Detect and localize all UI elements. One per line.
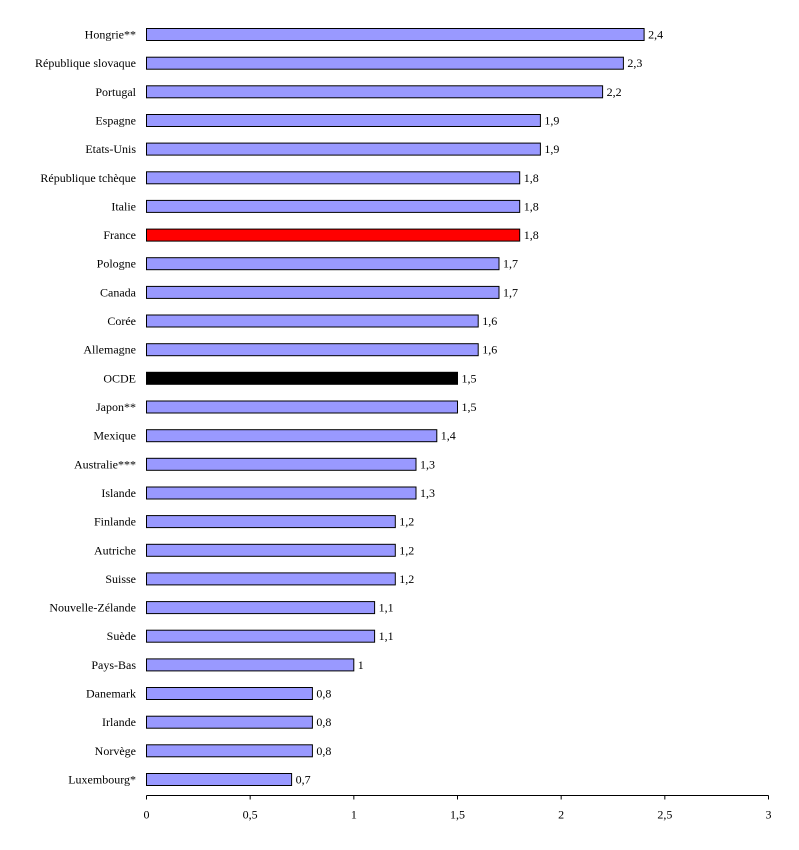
bar-6 (146, 171, 521, 185)
bar-9 (146, 257, 500, 271)
bar-1 (146, 28, 645, 41)
category-label: Finlande (94, 515, 136, 529)
bar-22 (146, 629, 376, 643)
x-tick-label: 1 (351, 808, 357, 822)
bar-14 (146, 400, 458, 414)
value-label: 1,9 (544, 142, 559, 156)
bar-20 (146, 572, 396, 586)
value-label: 0,8 (316, 687, 331, 701)
value-label: 1,2 (399, 515, 414, 529)
value-label: 1,8 (524, 171, 539, 185)
x-axis: 0 0,5 1 1,5 2 2,5 3 (144, 795, 772, 822)
value-label: 0,8 (316, 715, 331, 729)
category-label: Australie*** (74, 457, 136, 471)
bar-2 (146, 56, 624, 70)
value-label: 1,7 (503, 285, 518, 299)
bar-23 (146, 658, 355, 672)
value-label: 1,5 (462, 400, 477, 414)
category-label: France (103, 228, 136, 242)
bar-18 (146, 515, 396, 529)
x-tick-label: 0,5 (243, 808, 258, 822)
x-tick-label: 0 (144, 808, 150, 822)
category-label: Corée (107, 314, 136, 328)
category-label: Luxembourg* (68, 773, 136, 787)
bar-25 (146, 715, 313, 729)
value-label: 0,8 (316, 744, 331, 758)
value-label: 1 (358, 658, 364, 672)
category-label: Espagne (95, 114, 136, 128)
bar-10 (146, 285, 500, 299)
category-label: Irlande (102, 715, 136, 729)
category-label: Norvège (95, 744, 136, 758)
value-label: 1,3 (420, 457, 435, 471)
value-label: 1,6 (482, 343, 497, 357)
category-label: Danemark (86, 687, 136, 701)
category-label: République tchèque (40, 171, 136, 185)
category-label: Autriche (94, 543, 136, 557)
bar-3 (146, 85, 604, 99)
bar-27 (146, 773, 293, 786)
x-tick-label: 1,5 (450, 808, 465, 822)
category-label: Suède (107, 629, 136, 643)
value-label: 1,5 (462, 371, 477, 385)
value-label: 1,7 (503, 257, 518, 271)
category-label: Pays-Bas (91, 658, 136, 672)
bar-15 (146, 429, 438, 443)
bar-24 (146, 687, 313, 700)
category-label: Italie (111, 199, 136, 213)
category-label: Japon** (96, 400, 136, 414)
category-label: Etats-Unis (85, 142, 136, 156)
bar-16 (146, 457, 417, 471)
bar-11 (146, 314, 479, 328)
category-label: Mexique (93, 429, 136, 443)
category-label: Pologne (97, 257, 136, 271)
value-label: 1,6 (482, 314, 497, 328)
category-label: Canada (100, 285, 137, 299)
bar-12 (146, 343, 479, 357)
bar-8 (146, 228, 521, 242)
category-label: Islande (101, 486, 136, 500)
value-label: 2,2 (607, 85, 622, 99)
value-label: 1,1 (379, 601, 394, 615)
x-tick-label: 3 (766, 808, 772, 822)
value-label: 0,7 (296, 773, 311, 787)
x-tick-label: 2,5 (657, 808, 672, 822)
value-label: 2,4 (648, 28, 663, 42)
bar-13 (146, 371, 458, 385)
category-label: Suisse (105, 572, 136, 586)
category-label: Nouvelle-Zélande (49, 601, 136, 615)
value-label: 1,8 (524, 228, 539, 242)
bar-26 (146, 744, 313, 758)
category-label: Hongrie** (85, 28, 136, 42)
value-label: 1,1 (379, 629, 394, 643)
category-label: République slovaque (35, 56, 136, 70)
value-label: 1,2 (399, 543, 414, 557)
x-tick-label: 2 (558, 808, 564, 822)
bar-21 (146, 601, 376, 615)
bar-7 (146, 199, 521, 213)
category-label: OCDE (103, 371, 136, 385)
value-labels: 2,4 2,3 2,2 1,9 1,9 1,8 1,8 1,8 1,7 1,7 1,6 1,6 1,5 1… (296, 28, 663, 787)
value-label: 1,9 (544, 114, 559, 128)
category-label: Allemagne (83, 343, 136, 357)
value-label: 2,3 (627, 56, 642, 70)
bar-4 (146, 114, 541, 127)
value-label: 1,4 (441, 429, 456, 443)
bars-group (146, 28, 645, 786)
value-label: 1,3 (420, 486, 435, 500)
bar-5 (146, 142, 541, 156)
bar-19 (146, 543, 396, 557)
bar-17 (146, 486, 417, 500)
category-labels: Hongrie** République slovaque Portugal Espa… (35, 28, 137, 787)
value-label: 1,8 (524, 199, 539, 213)
value-label: 1,2 (399, 572, 414, 586)
category-label: Portugal (95, 85, 136, 99)
